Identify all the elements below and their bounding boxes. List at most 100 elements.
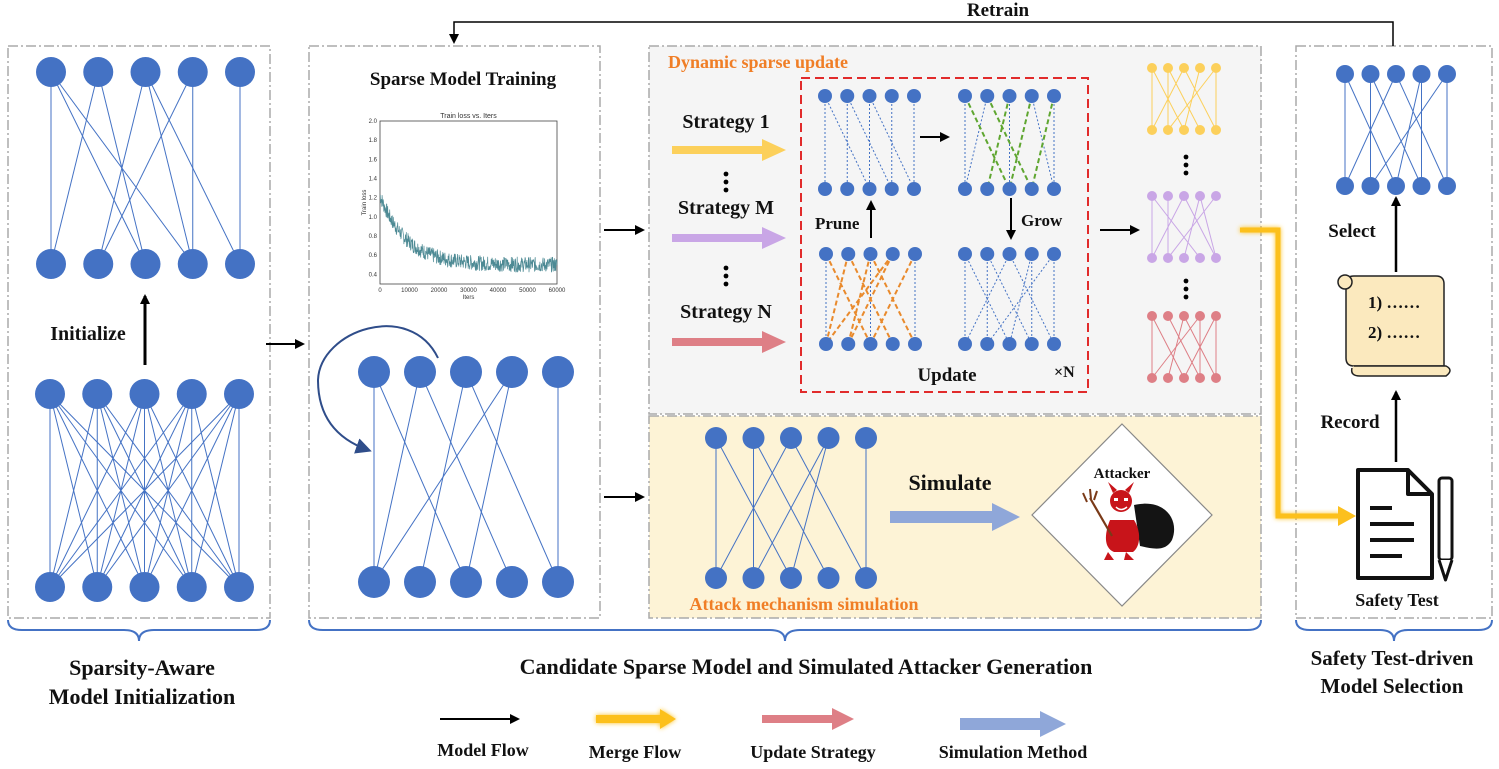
loss-curve xyxy=(379,194,558,273)
neuron xyxy=(818,182,832,196)
candidate-net-purple xyxy=(1147,191,1221,263)
legend-merge-flow-swatch xyxy=(596,709,676,729)
strategy-1-label: Strategy 1 xyxy=(682,111,769,133)
section-1-caption-line1: Sparsity-Aware xyxy=(69,655,215,680)
strategy-n-label: Strategy N xyxy=(680,301,772,323)
select-label: Select xyxy=(1328,221,1376,242)
legend-model-flow-label: Model Flow xyxy=(437,740,529,760)
neuron xyxy=(225,57,255,87)
section-3-caption-line2: Model Selection xyxy=(1321,674,1464,698)
sparse-training-title: Sparse Model Training xyxy=(370,69,557,90)
neuron xyxy=(863,247,878,261)
neuron xyxy=(1147,191,1157,201)
neuron xyxy=(1047,89,1061,103)
edge xyxy=(49,393,98,588)
neuron xyxy=(862,182,877,196)
update-label: Update xyxy=(917,365,976,386)
neuron xyxy=(82,379,113,409)
plot-x-tick: 60000 xyxy=(549,288,566,294)
neuron xyxy=(496,566,528,598)
plot-y-tick: 0.4 xyxy=(369,272,378,278)
scroll-line-1: 1) …… xyxy=(1368,293,1420,312)
neuron xyxy=(958,337,972,351)
neuron xyxy=(1211,63,1221,73)
merge-flow-line xyxy=(1240,227,1340,519)
neuron xyxy=(705,567,727,589)
edge xyxy=(465,371,513,583)
neuron xyxy=(1147,311,1157,321)
neuron xyxy=(177,57,208,87)
prune-label: Prune xyxy=(815,214,860,233)
edge xyxy=(869,95,915,190)
edge xyxy=(144,393,240,588)
training-loop-arrow xyxy=(316,325,439,454)
neuron xyxy=(819,337,833,351)
neuron xyxy=(742,427,765,449)
neuron xyxy=(1195,63,1205,73)
neuron xyxy=(1179,191,1189,201)
neuron xyxy=(82,572,113,602)
neuron xyxy=(1002,247,1017,261)
neuron xyxy=(908,337,922,351)
neuron xyxy=(855,427,877,449)
neuron xyxy=(907,89,921,103)
neuron xyxy=(35,379,65,409)
edge xyxy=(1009,253,1055,345)
plot-y-tick: 0.8 xyxy=(369,234,378,240)
neuron xyxy=(841,247,856,261)
plot-x-tick: 30000 xyxy=(460,288,477,294)
neuron xyxy=(35,572,65,602)
edge xyxy=(1199,195,1217,259)
neuron xyxy=(885,247,900,261)
simulate-label: Simulate xyxy=(908,470,991,495)
strategy-m-arrow xyxy=(672,227,786,249)
neuron xyxy=(542,356,574,388)
edge-highlight xyxy=(847,253,894,345)
plot-y-label: Train loss xyxy=(362,190,368,216)
neuron xyxy=(450,566,482,598)
neuron xyxy=(980,247,995,261)
neuron xyxy=(980,182,995,196)
neuron xyxy=(885,337,900,351)
plot-x-tick: 20000 xyxy=(431,288,448,294)
plot-y-tick: 1.6 xyxy=(369,157,378,163)
edge xyxy=(964,253,1010,345)
neuron xyxy=(1195,191,1205,201)
neuron xyxy=(980,89,995,103)
scroll-icon: 1) …… 2) …… xyxy=(1337,274,1451,377)
neuron xyxy=(780,567,802,589)
panel-model-selection xyxy=(1295,45,1493,619)
neuron xyxy=(958,182,972,196)
neuron xyxy=(819,247,833,261)
edge xyxy=(373,371,421,583)
pen-icon xyxy=(1437,476,1454,582)
edge xyxy=(50,71,99,265)
neuron xyxy=(1336,177,1354,195)
edge xyxy=(49,393,193,588)
edge-highlight xyxy=(986,95,1033,190)
neuron xyxy=(818,89,832,103)
neuron xyxy=(176,572,207,602)
update-net-bottom-right xyxy=(958,247,1061,351)
times-n-label: ×N xyxy=(1054,364,1075,381)
neuron xyxy=(1047,337,1061,351)
legend-simulation-method-swatch xyxy=(960,711,1066,737)
neuron xyxy=(742,567,765,589)
edge xyxy=(97,71,194,265)
edge xyxy=(1151,315,1201,379)
neuron xyxy=(1195,125,1205,135)
strategy-n-arrow xyxy=(672,331,786,353)
retrain-arrow xyxy=(449,21,1394,46)
neuron xyxy=(36,57,66,87)
devil-icon xyxy=(1082,482,1175,560)
edge xyxy=(964,253,1010,345)
neuron xyxy=(980,337,995,351)
initialize-label: Initialize xyxy=(50,323,126,345)
strategy-1-arrow xyxy=(672,139,786,161)
training-network xyxy=(358,356,574,598)
brace-section-2 xyxy=(308,619,1262,642)
edge xyxy=(97,71,146,265)
document-icon xyxy=(1356,468,1434,580)
edge xyxy=(1370,73,1448,187)
neuron xyxy=(358,566,390,598)
